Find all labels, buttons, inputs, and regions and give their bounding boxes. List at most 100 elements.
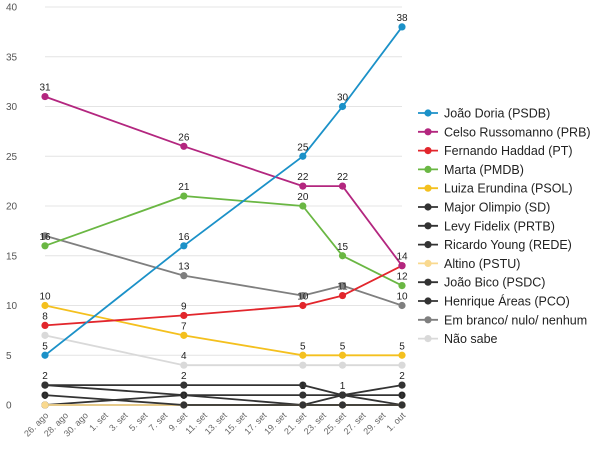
data-label: 25 (297, 142, 309, 153)
x-tick-label: 3. set (107, 410, 130, 433)
legend-swatch-dot (424, 165, 432, 173)
data-label: 2 (181, 371, 187, 382)
data-label: 0 (181, 391, 187, 402)
series-line (44, 334, 402, 367)
data-point (180, 361, 188, 369)
series-line (44, 95, 403, 267)
data-point (338, 102, 347, 111)
data-point (398, 301, 406, 310)
data-point (180, 142, 188, 150)
legend-swatch-dot (424, 335, 432, 343)
data-point (299, 202, 307, 210)
data-point (41, 331, 49, 339)
data-label: 16 (39, 232, 51, 243)
data-point (398, 262, 406, 270)
series-lines (44, 26, 403, 406)
data-point (338, 252, 347, 260)
data-point (180, 192, 188, 200)
data-point (180, 401, 188, 409)
legend-label: Luiza Erundina (PSOL) (444, 182, 573, 196)
data-label: 22 (297, 172, 309, 183)
series-line (44, 234, 403, 307)
legend-swatch-dot (424, 203, 432, 211)
data-label: 8 (42, 311, 48, 322)
data-point (398, 361, 406, 369)
data-label: 14 (396, 252, 408, 263)
legend-label: Celso Russomanno (PRB) (444, 125, 591, 139)
data-point (338, 351, 347, 359)
series-line (45, 384, 403, 397)
data-point (299, 381, 307, 389)
data-point (41, 301, 49, 310)
data-label: 10 (297, 292, 309, 303)
data-label: 26 (178, 132, 190, 143)
data-point (299, 291, 307, 300)
data-point (338, 401, 347, 409)
legend: João Doria (PSDB) Celso Russomanno (PRB) F… (418, 107, 591, 346)
data-label: 20 (297, 192, 309, 203)
data-label: 5 (340, 341, 346, 352)
data-point (41, 321, 49, 329)
data-label: 4 (181, 351, 187, 362)
y-tick-label: 30 (6, 102, 18, 113)
data-point (299, 301, 307, 310)
data-point (41, 351, 49, 359)
legend-swatch-dot (424, 259, 432, 267)
x-tick-label: 5. set (127, 410, 150, 433)
legend-label: Levy Fidelix (PRTB) (444, 219, 555, 233)
y-tick-label: 40 (6, 3, 18, 14)
data-point (299, 351, 307, 359)
data-label: 10 (396, 292, 408, 303)
data-point (398, 381, 406, 389)
data-label: 38 (396, 13, 408, 24)
grid-lines (45, 6, 402, 406)
data-point (338, 282, 347, 290)
series-line (44, 394, 403, 406)
legend-swatch-dot (424, 184, 432, 192)
data-label: 5 (42, 341, 48, 352)
x-tick-label: 1. out (384, 410, 407, 433)
data-label: 31 (39, 83, 51, 94)
data-point (338, 182, 347, 190)
data-label: 15 (337, 242, 349, 253)
y-tick-label: 15 (6, 251, 18, 262)
y-tick-label: 35 (6, 52, 18, 63)
data-point (41, 401, 49, 409)
data-point (299, 152, 307, 160)
data-point (41, 92, 49, 101)
legend-label: Henrique Áreas (PCO) (444, 294, 570, 309)
legend-label: João Doria (PSDB) (444, 107, 550, 121)
y-tick-label: 5 (6, 351, 12, 362)
data-point (299, 401, 307, 409)
legend-label: Não sabe (444, 332, 498, 346)
legend-label: Em branco/ nulo/ nenhum (444, 313, 587, 327)
legend-swatch-dot (424, 109, 432, 117)
data-point (398, 23, 406, 31)
data-point (299, 361, 307, 369)
data-point (180, 242, 188, 250)
data-point (180, 381, 188, 389)
data-point (338, 361, 347, 369)
data-point (41, 232, 49, 240)
data-label: 0 (399, 391, 405, 402)
y-axis-ticks: 0 5 10 15 20 25 30 35 40 (6, 3, 18, 412)
legend-swatch-dot (424, 222, 432, 230)
legend-label: Altino (PSTU) (444, 257, 520, 271)
data-label: 13 (178, 262, 190, 273)
x-tick-label: 29. set (361, 410, 388, 437)
data-label: 10 (39, 292, 51, 303)
data-label: 5 (399, 341, 405, 352)
data-point (299, 391, 307, 399)
data-label: 0 (42, 391, 48, 402)
y-tick-label: 20 (6, 202, 18, 213)
x-tick-label: 1. set (87, 410, 110, 433)
data-label: 7 (181, 321, 187, 332)
data-point (180, 311, 188, 320)
legend-swatch-dot (424, 297, 432, 305)
legend-swatch-dot (424, 147, 432, 155)
legend-label: Ricardo Young (REDE) (444, 238, 572, 252)
data-label: 1 (340, 381, 346, 392)
data-label: 9 (181, 301, 187, 312)
